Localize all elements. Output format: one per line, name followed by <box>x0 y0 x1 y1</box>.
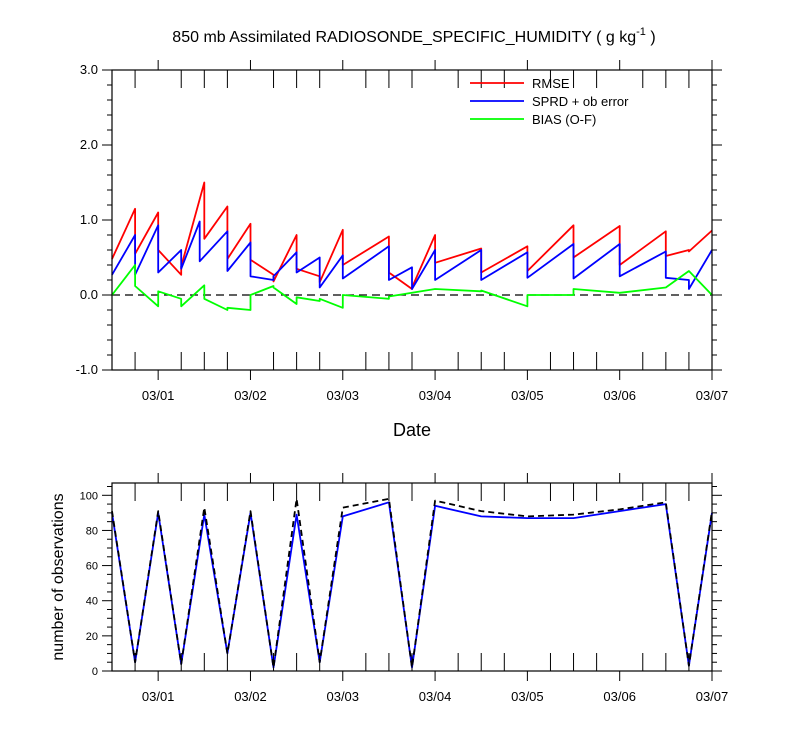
top-series-rmse <box>111 181 713 290</box>
bottom-y-axis-label: number of observations <box>50 493 67 660</box>
legend-label-bias: BIAS (O-F) <box>532 112 596 127</box>
bottom-x-tick-label: 03/05 <box>511 689 544 704</box>
top-x-tick-label: 03/01 <box>142 388 175 403</box>
bottom-y-tick-label: 0 <box>92 666 98 678</box>
top-ticks-group <box>102 60 722 380</box>
top-chart-title: 850 mb Assimilated RADIOSONDE_SPECIFIC_H… <box>172 26 655 46</box>
bottom-y-tick-label: 20 <box>86 631 98 643</box>
top-y-tick-label: 1.0 <box>80 212 98 227</box>
bottom-series-total-observations <box>111 497 713 669</box>
top-x-tick-label: 03/04 <box>419 388 452 403</box>
bottom-series-assimilated-observations <box>111 501 713 669</box>
top-x-axis-label: Date <box>393 420 431 440</box>
top-x-tick-label: 03/05 <box>511 388 544 403</box>
bottom-x-tick-label: 03/01 <box>142 689 175 704</box>
bottom-y-tick-label: 40 <box>86 596 98 608</box>
top-y-tick-label: 0.0 <box>80 287 98 302</box>
top-legend: RMSE SPRD + ob error BIAS (O-F) <box>470 76 629 127</box>
top-chart-title-end: ) <box>646 29 656 46</box>
bottom-x-tick-labels: 03/01 03/02 03/03 03/04 03/05 03/06 03/07 <box>142 689 728 704</box>
top-series-sprd-ob-error <box>111 220 713 290</box>
top-chart-panel: -1.00.01.02.03.0 03/01 03/02 03/03 03/04 03/… <box>76 60 728 440</box>
legend-label-rmse: RMSE <box>532 76 570 91</box>
top-y-tick-label: 2.0 <box>80 137 98 152</box>
top-x-tick-label: 03/06 <box>603 388 636 403</box>
top-series-bias-o-f <box>111 264 713 311</box>
bottom-y-tick-labels: 0 20 40 60 80 100 <box>80 490 98 678</box>
bottom-y-tick-label: 80 <box>86 525 98 537</box>
bottom-y-tick-label: 100 <box>80 490 98 502</box>
top-x-tick-label: 03/02 <box>234 388 267 403</box>
top-x-tick-label: 03/07 <box>696 388 729 403</box>
top-y-tick-label: -1.0 <box>76 362 98 377</box>
top-chart-title-main: 850 mb Assimilated RADIOSONDE_SPECIFIC_H… <box>172 29 636 46</box>
bottom-x-tick-label: 03/02 <box>234 689 267 704</box>
top-plot-frame <box>111 69 713 371</box>
legend-label-sprd: SPRD + ob error <box>532 94 629 109</box>
top-x-tick-label: 03/03 <box>326 388 359 403</box>
bottom-series-group <box>111 497 713 669</box>
top-y-tick-labels: -1.0 0.0 1.0 2.0 3.0 <box>76 62 98 377</box>
top-x-tick-labels: 03/01 03/02 03/03 03/04 03/05 03/06 03/07 <box>142 388 728 403</box>
top-chart-title-sup: -1 <box>636 26 646 38</box>
bottom-x-tick-label: 03/07 <box>696 689 729 704</box>
bottom-plot-frame <box>111 482 713 672</box>
bottom-y-tick-label: 60 <box>86 561 98 573</box>
bottom-ticks-group <box>102 473 722 681</box>
top-series-group <box>111 181 713 311</box>
bottom-x-tick-label: 03/03 <box>326 689 359 704</box>
top-y-tick-label: 3.0 <box>80 62 98 77</box>
bottom-x-tick-label: 03/04 <box>419 689 452 704</box>
bottom-x-tick-label: 03/06 <box>603 689 636 704</box>
